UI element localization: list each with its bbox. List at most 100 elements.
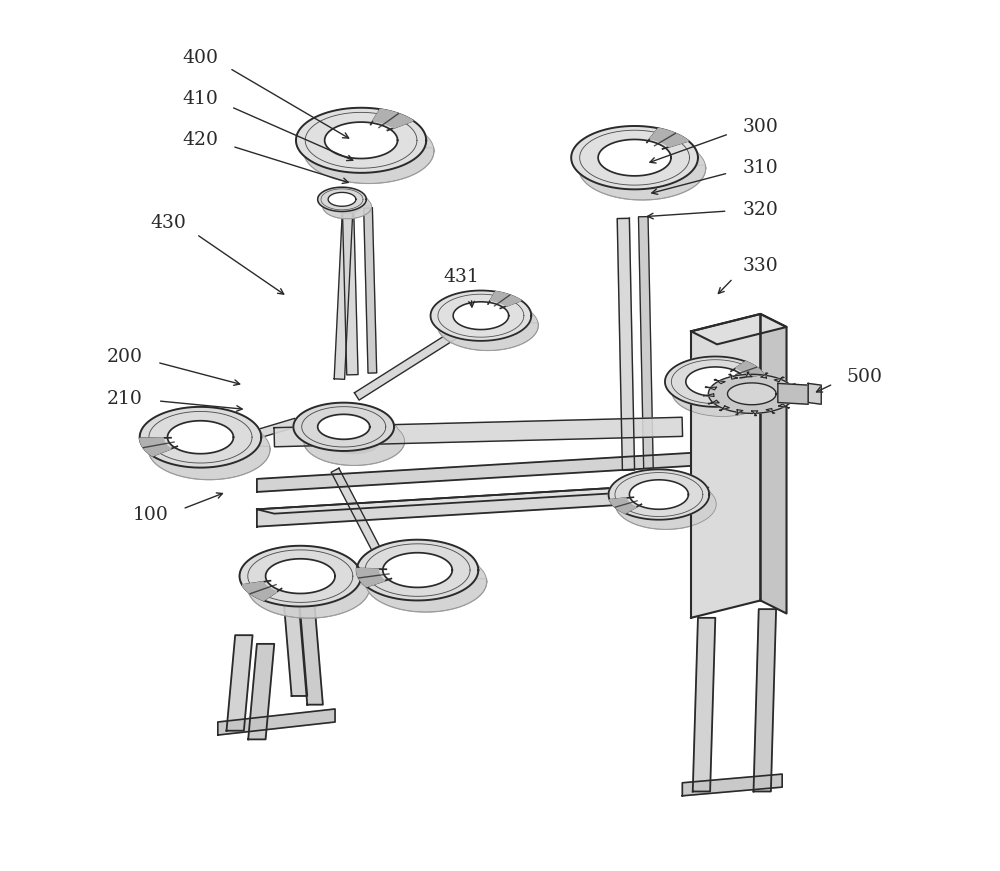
Polygon shape [325,122,398,159]
Polygon shape [299,600,323,705]
Polygon shape [808,383,821,404]
Polygon shape [240,563,369,618]
Polygon shape [357,540,478,600]
Polygon shape [665,370,773,416]
Text: 320: 320 [743,200,778,219]
Polygon shape [140,407,261,468]
Polygon shape [257,483,691,527]
Polygon shape [431,304,538,350]
Polygon shape [686,367,745,396]
Polygon shape [328,196,361,213]
Polygon shape [354,312,487,400]
Polygon shape [617,219,635,470]
Polygon shape [571,144,706,199]
Polygon shape [790,391,800,394]
Polygon shape [784,383,796,388]
Text: 300: 300 [743,118,778,136]
Polygon shape [240,546,361,606]
Text: 310: 310 [743,159,778,177]
Polygon shape [293,402,394,451]
Polygon shape [318,415,370,439]
Polygon shape [779,404,789,408]
Polygon shape [293,415,404,465]
Polygon shape [383,553,452,587]
Polygon shape [296,125,434,184]
Polygon shape [373,109,413,128]
Polygon shape [218,709,335,735]
Polygon shape [598,150,679,186]
Polygon shape [431,291,531,341]
Polygon shape [453,309,516,339]
Polygon shape [364,208,377,373]
Polygon shape [318,422,380,454]
Polygon shape [609,469,709,520]
Text: 430: 430 [150,213,186,232]
Text: 400: 400 [182,49,218,67]
Polygon shape [729,375,737,379]
Polygon shape [283,591,307,696]
Polygon shape [778,383,808,404]
Polygon shape [610,498,636,513]
Polygon shape [331,469,395,581]
Polygon shape [650,128,688,147]
Text: 410: 410 [183,90,218,108]
Polygon shape [383,562,461,599]
Polygon shape [328,192,356,206]
Polygon shape [296,108,426,172]
Polygon shape [727,383,776,405]
Polygon shape [167,429,242,466]
Polygon shape [708,401,719,404]
Polygon shape [227,635,253,731]
Polygon shape [357,557,487,612]
Polygon shape [318,194,372,219]
Polygon shape [629,480,688,510]
Polygon shape [490,292,521,306]
Polygon shape [766,408,775,414]
Polygon shape [325,132,405,169]
Text: 500: 500 [847,368,883,387]
Polygon shape [318,187,366,212]
Polygon shape [266,568,343,605]
Polygon shape [754,609,776,792]
Polygon shape [334,201,353,379]
Polygon shape [248,644,274,739]
Polygon shape [342,210,358,375]
Polygon shape [708,375,795,414]
Polygon shape [266,559,335,593]
Polygon shape [242,582,277,600]
Polygon shape [609,483,716,530]
Text: 420: 420 [182,132,218,149]
Polygon shape [736,409,743,415]
Polygon shape [629,488,695,519]
Polygon shape [761,373,768,378]
Polygon shape [703,394,714,396]
Polygon shape [257,483,708,514]
Polygon shape [691,314,760,618]
Polygon shape [453,301,509,329]
Polygon shape [736,361,763,377]
Polygon shape [719,406,729,411]
Polygon shape [257,453,691,492]
Polygon shape [774,377,784,381]
Polygon shape [571,126,698,189]
Polygon shape [691,314,787,344]
Polygon shape [357,569,385,587]
Polygon shape [167,421,233,454]
Polygon shape [598,139,671,176]
Polygon shape [752,411,758,415]
Polygon shape [705,387,716,390]
Polygon shape [208,418,297,453]
Polygon shape [760,314,787,613]
Polygon shape [787,398,798,401]
Polygon shape [274,417,683,447]
Polygon shape [140,438,171,456]
Text: 100: 100 [133,506,169,524]
Polygon shape [682,774,782,796]
Polygon shape [686,375,752,406]
Text: 210: 210 [107,390,143,408]
Polygon shape [638,217,653,469]
Polygon shape [714,379,725,384]
Text: 431: 431 [443,268,479,287]
Polygon shape [665,356,766,407]
Polygon shape [693,618,715,792]
